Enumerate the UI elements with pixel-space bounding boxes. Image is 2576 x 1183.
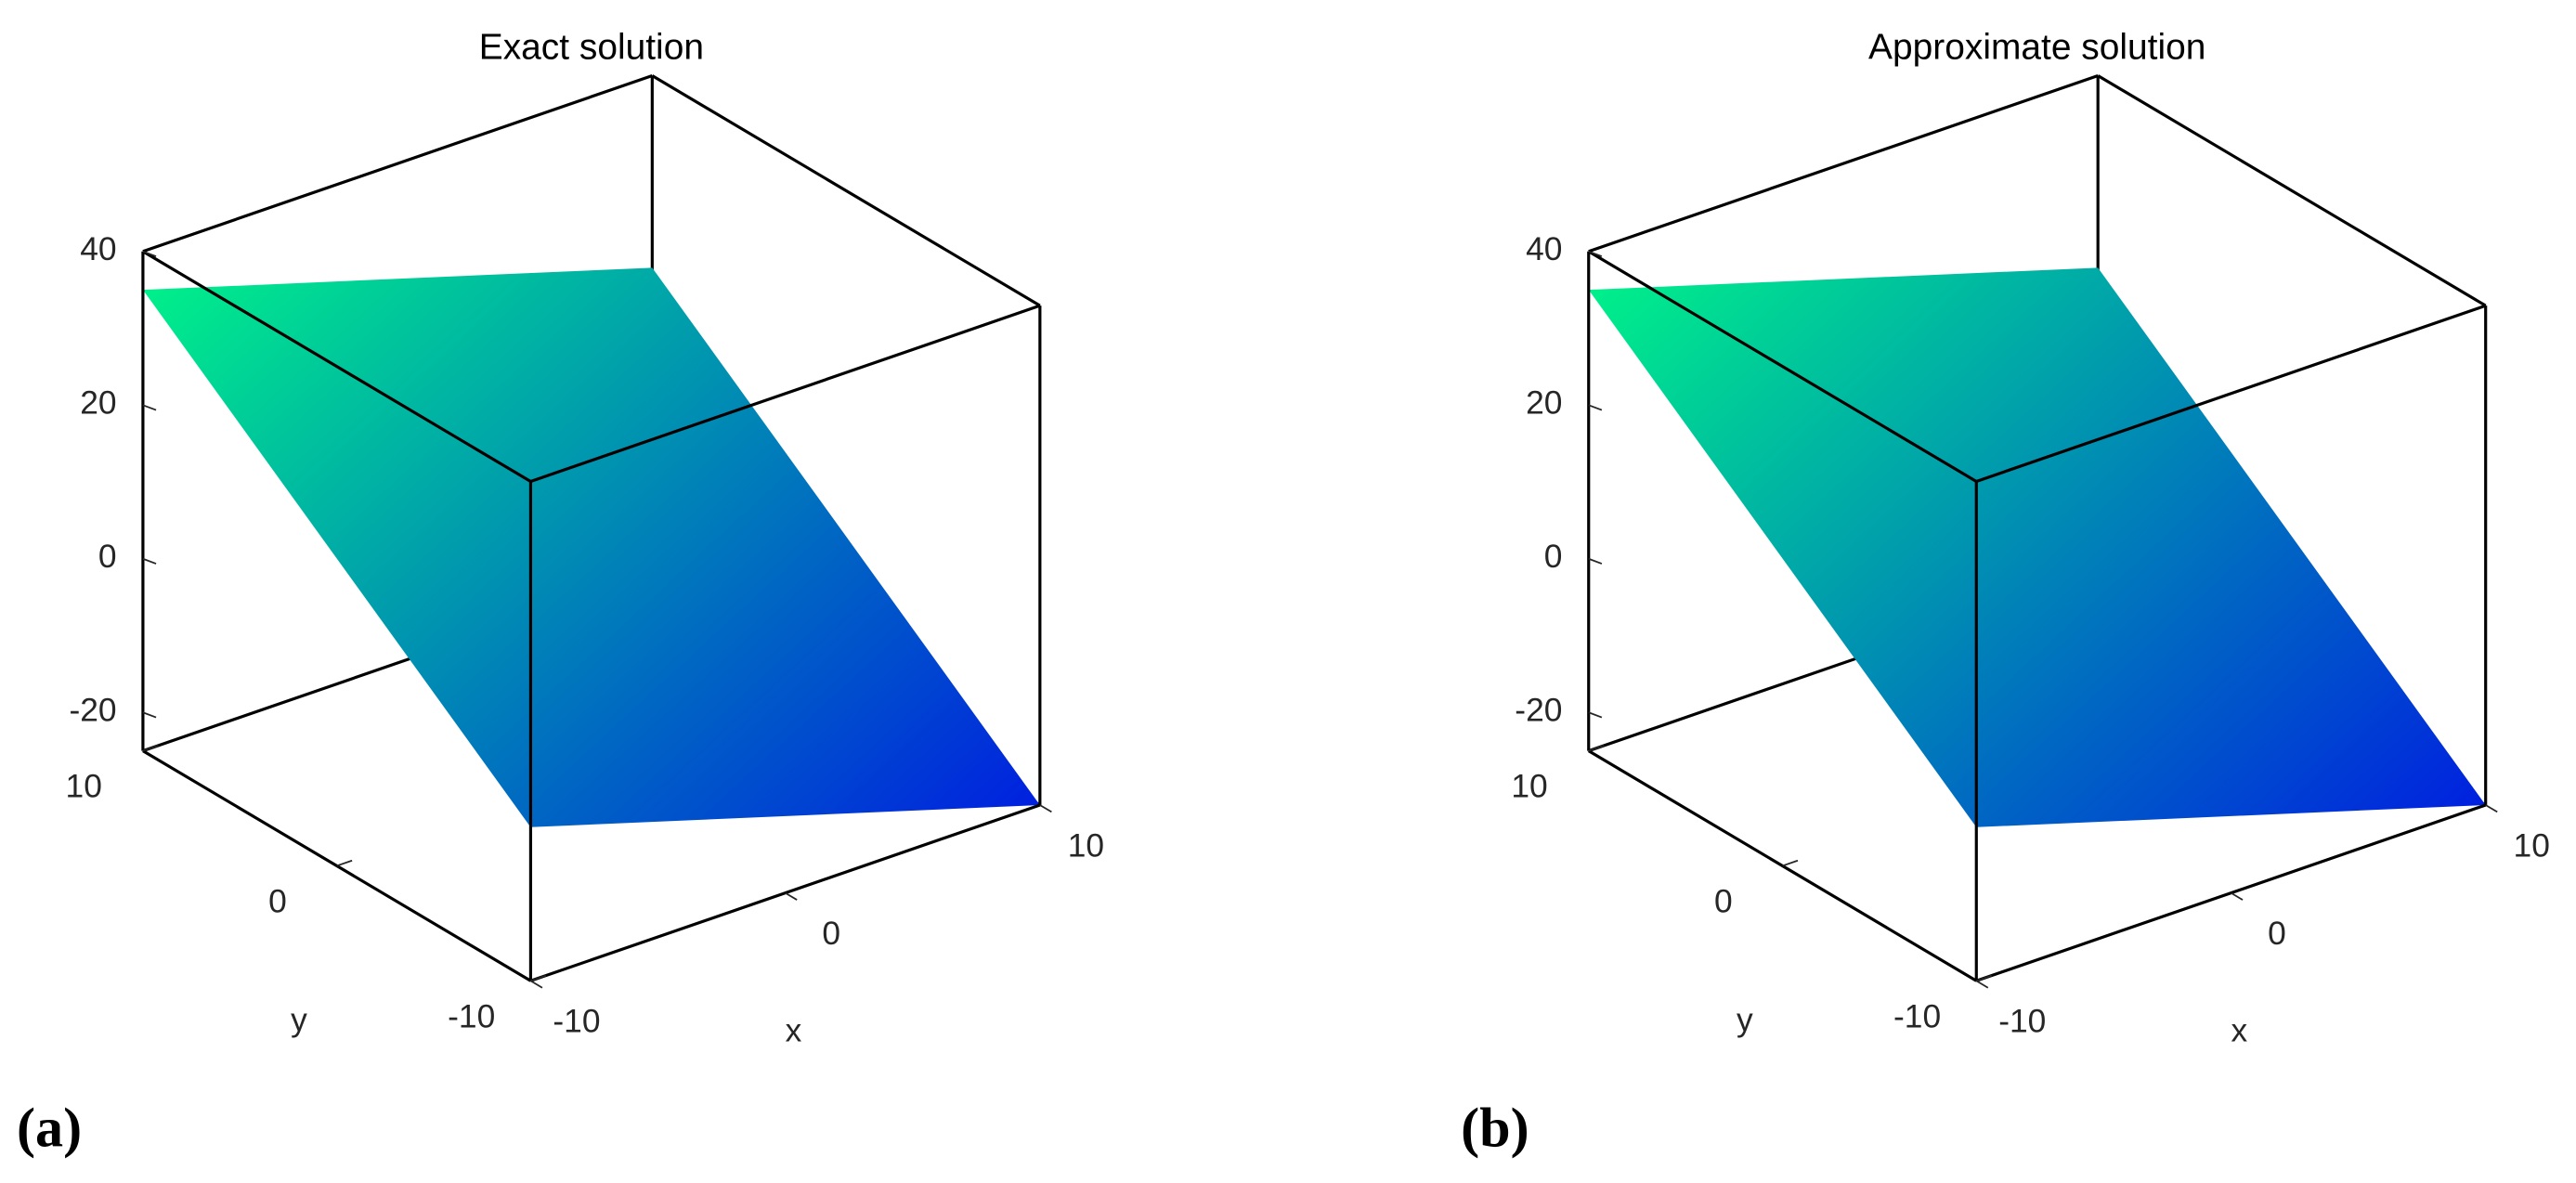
x-tick-label: 10 (1068, 827, 1104, 864)
z-tick-mark (142, 557, 157, 565)
chart-title: Exact solution (479, 27, 704, 67)
surface (142, 267, 1040, 827)
y-tick-label: -10 (448, 998, 495, 1034)
box-edge (1588, 73, 2099, 254)
y-tick-label: 0 (268, 883, 287, 919)
z-tick-label: 0 (98, 539, 117, 575)
z-tick-label: 40 (1526, 231, 1562, 267)
y-axis-label: y (291, 1002, 307, 1038)
y-tick-mark (1975, 974, 1993, 982)
y-tick-mark (336, 859, 353, 867)
x-tick-mark (1975, 980, 1989, 989)
box-edge (142, 73, 653, 254)
x-tick-label: 10 (2514, 827, 2550, 864)
z-tick-mark (142, 404, 157, 411)
z-tick-mark (1588, 557, 1603, 565)
panel-label: (b) (1461, 1098, 1529, 1160)
x-tick-mark (785, 891, 798, 901)
y-tick-label: 0 (1714, 883, 1733, 919)
chart-title: Approximate solution (1868, 27, 2205, 67)
y-tick-label: -10 (1893, 998, 1941, 1034)
chart-panel: Exact solution (a) -10 0 10 -10 0 10 -20 0 20 40 x y (17, 27, 1104, 1159)
y-tick-mark (530, 974, 547, 982)
box-edge (142, 749, 532, 982)
x-tick-label: 0 (2268, 916, 2286, 952)
x-tick-mark (2485, 804, 2498, 813)
z-tick-mark (142, 711, 157, 719)
z-tick-label: -20 (69, 693, 116, 729)
x-tick-label: -10 (1998, 1004, 2046, 1040)
x-tick-label: 0 (822, 916, 840, 952)
z-tick-label: 40 (80, 231, 116, 267)
x-tick-mark (529, 980, 543, 989)
x-tick-mark (2231, 891, 2244, 901)
surface (1588, 267, 2486, 827)
y-tick-label: 10 (1511, 769, 1547, 805)
z-tick-mark (1588, 404, 1603, 411)
z-tick-mark (1588, 250, 1603, 257)
y-tick-mark (1588, 745, 1605, 752)
x-tick-mark (1039, 804, 1052, 813)
box-edge (2097, 74, 2487, 307)
y-tick-mark (1782, 859, 1799, 867)
y-tick-label: 10 (66, 769, 102, 805)
box-edge (651, 74, 1041, 307)
z-tick-label: 20 (80, 385, 116, 422)
z-tick-label: -20 (1515, 693, 1562, 729)
box-edge (142, 250, 532, 483)
z-tick-label: 0 (1544, 539, 1563, 575)
y-tick-mark (142, 745, 159, 752)
x-axis-label: x (2231, 1012, 2247, 1048)
z-tick-mark (142, 250, 157, 257)
z-tick-mark (1588, 711, 1603, 719)
x-tick-label: -10 (553, 1004, 600, 1040)
box-edge (529, 304, 1041, 483)
y-axis-label: y (1737, 1002, 1753, 1038)
chart-panel: Approximate solution (b) -10 0 10 -10 0 10 -20 0 2… (1461, 27, 2550, 1159)
x-axis-label: x (786, 1012, 802, 1048)
z-tick-label: 20 (1526, 385, 1562, 422)
panel-label: (a) (17, 1098, 82, 1160)
box-edge (1587, 250, 1978, 483)
box-edge (1975, 304, 2487, 483)
